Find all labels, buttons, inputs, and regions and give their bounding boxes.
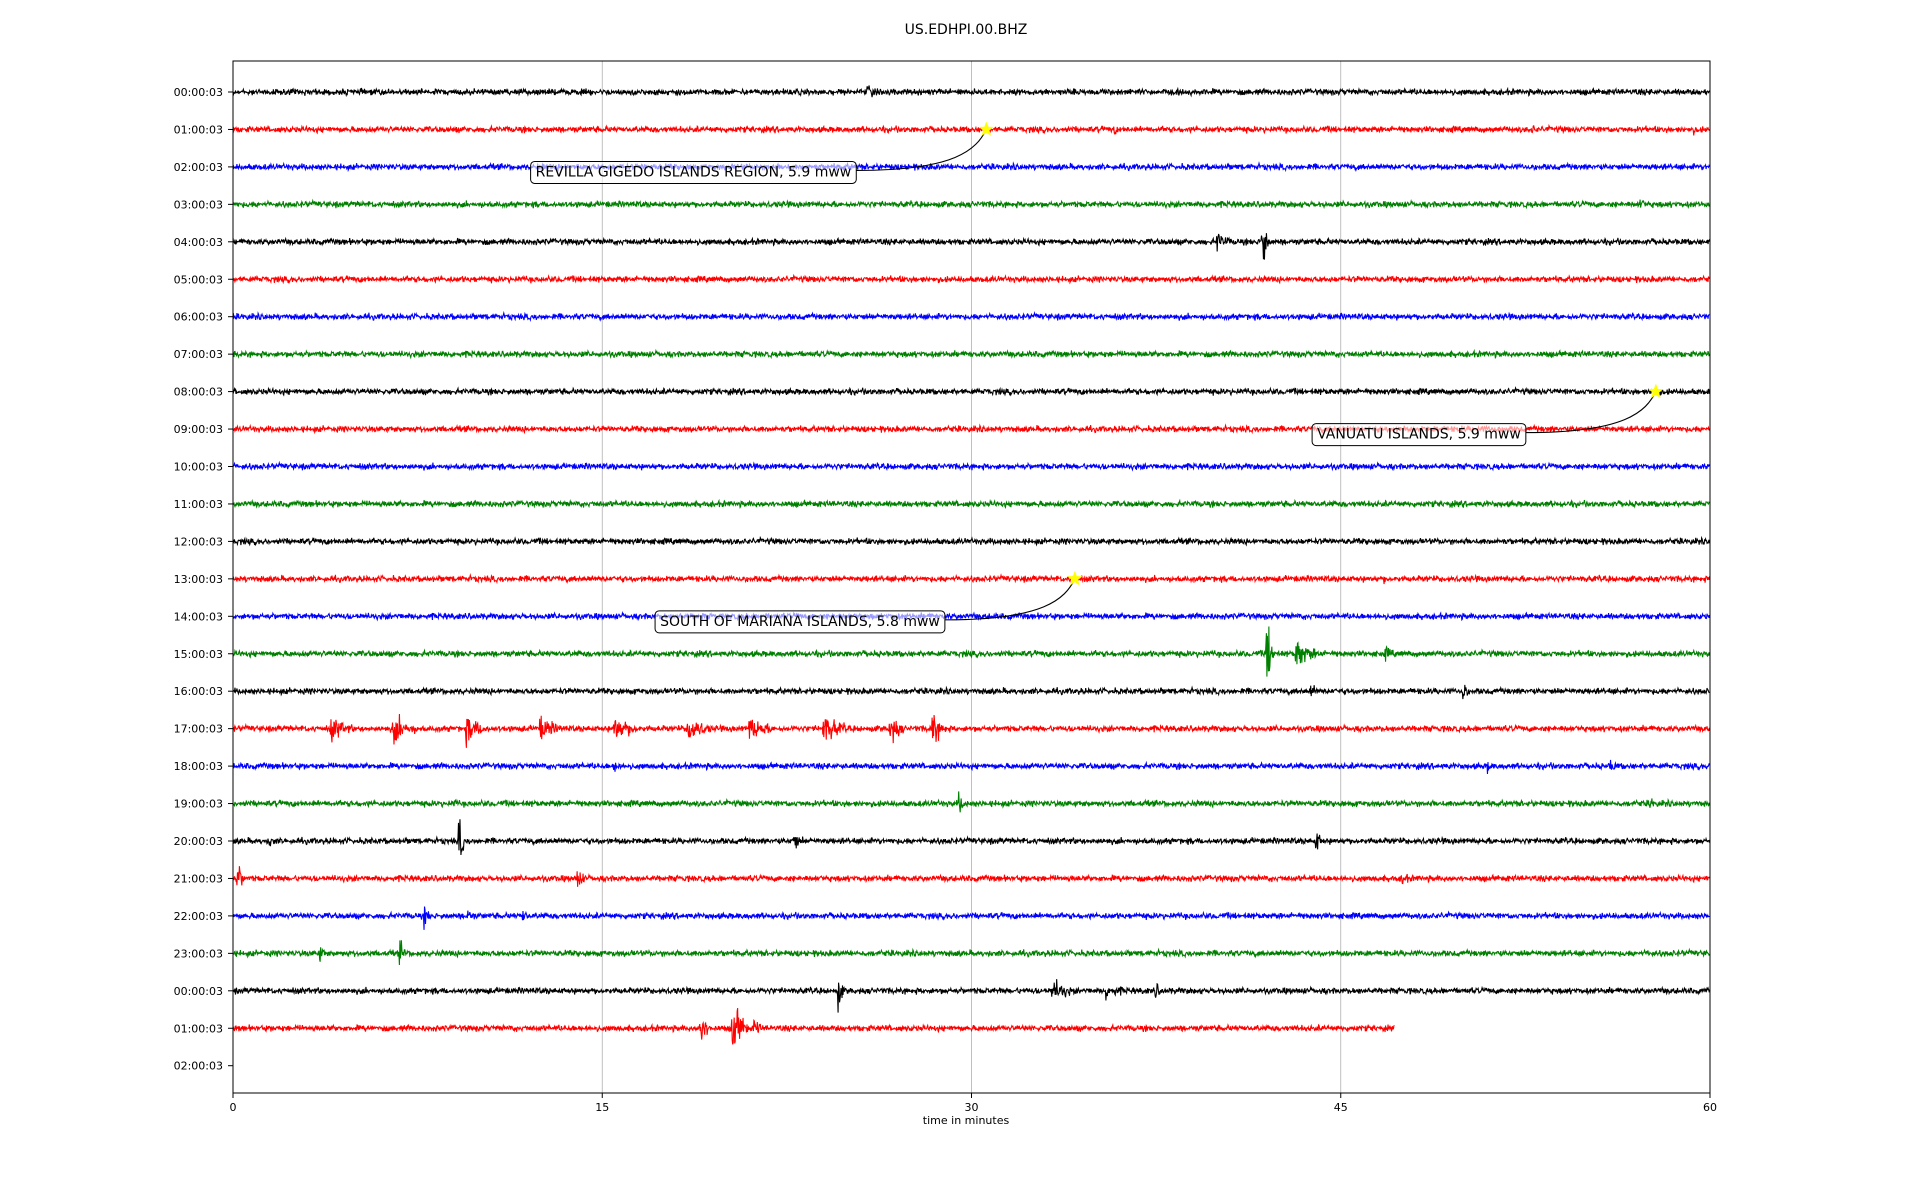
event-connector (1525, 391, 1657, 434)
trace-row-19 (232, 791, 1711, 813)
y-tick-label: 06:00:03 (174, 311, 223, 324)
trace-row-15 (232, 626, 1711, 677)
y-tick-label: 08:00:03 (174, 386, 223, 399)
x-tick-label: 30 (965, 1101, 979, 1114)
y-tick-label: 09:00:03 (174, 423, 223, 436)
y-tick-label: 02:00:03 (174, 161, 223, 174)
y-tick-label: 14:00:03 (174, 610, 223, 623)
trace-row-6 (232, 310, 1710, 322)
trace-row-0 (232, 85, 1711, 98)
y-tick-label: 17:00:03 (174, 723, 223, 736)
trace-row-1 (232, 123, 1710, 136)
chart-title: US.EDHPI.00.BHZ (905, 22, 1028, 38)
y-tick-label: 10:00:03 (174, 461, 223, 474)
event-star-marker (978, 121, 995, 137)
trace-row-25 (232, 1008, 1395, 1045)
trace-row-24 (232, 979, 1711, 1013)
y-tick-label: 15:00:03 (174, 648, 223, 661)
trace-row-8 (232, 386, 1711, 397)
y-tick-label: 04:00:03 (174, 236, 223, 249)
trace-row-22 (232, 906, 1710, 930)
y-tick-label: 05:00:03 (174, 273, 223, 286)
event-annotation: VANUATU ISLANDS, 5.9 mww (1311, 383, 1664, 447)
y-tick-label: 01:00:03 (174, 1022, 223, 1035)
y-tick-label: 01:00:03 (174, 123, 223, 136)
event-label-box (530, 160, 857, 184)
event-label: SOUTH OF MARIANA ISLANDS, 5.8 mww (660, 614, 940, 630)
x-tick-label: 45 (1334, 1101, 1348, 1114)
y-tick-label: 12:00:03 (174, 535, 223, 548)
trace-row-11 (232, 498, 1710, 509)
y-tick-label: 18:00:03 (174, 760, 223, 773)
trace-row-7 (232, 348, 1711, 360)
trace-row-2 (232, 161, 1711, 173)
trace-lines (232, 85, 1711, 1045)
y-tick-label: 19:00:03 (174, 798, 223, 811)
event-label: VANUATU ISLANDS, 5.9 mww (1317, 427, 1521, 443)
y-tick-label: 00:00:03 (174, 985, 223, 998)
event-label-box (654, 610, 946, 634)
y-tick-labels: 00:00:03 01:00:03 02:00:03 03:00:03 04:00:03… (174, 86, 233, 1073)
y-tick-label: 07:00:03 (174, 348, 223, 361)
trace-row-21 (232, 866, 1710, 887)
y-tick-label: 00:00:03 (174, 86, 223, 99)
y-tick-label: 23:00:03 (174, 947, 223, 960)
event-label-box (1311, 423, 1527, 447)
x-tick-label: 0 (230, 1101, 237, 1114)
event-label: REVILLA GIGEDO ISLANDS REGION, 5.9 mww (536, 164, 852, 180)
trace-row-10 (232, 460, 1711, 472)
trace-row-20 (232, 819, 1711, 855)
event-annotations: REVILLA GIGEDO ISLANDS REGION, 5.9 mww VA… (530, 121, 1664, 634)
x-axis-label: time in minutes (923, 1114, 1010, 1127)
trace-row-18 (232, 759, 1711, 775)
y-tick-label: 02:00:03 (174, 1060, 223, 1073)
y-tick-label: 22:00:03 (174, 910, 223, 923)
x-tick-label: 60 (1703, 1101, 1717, 1114)
y-tick-label: 03:00:03 (174, 198, 223, 211)
event-annotation: REVILLA GIGEDO ISLANDS REGION, 5.9 mww (530, 121, 995, 184)
y-tick-label: 13:00:03 (174, 573, 223, 586)
trace-row-3 (232, 198, 1711, 210)
event-connector (856, 129, 987, 171)
trace-row-14 (232, 610, 1711, 622)
x-ticks: 0 15 30 45 60 (230, 1093, 1717, 1114)
trace-row-16 (232, 684, 1710, 700)
trace-row-17 (232, 714, 1711, 748)
y-tick-label: 11:00:03 (174, 498, 223, 511)
event-star-marker (1067, 570, 1083, 586)
y-tick-label: 16:00:03 (174, 685, 223, 698)
trace-row-4 (232, 233, 1711, 260)
event-connector (944, 578, 1076, 621)
trace-row-5 (232, 273, 1710, 285)
y-tick-label: 20:00:03 (174, 835, 223, 848)
y-tick-label: 21:00:03 (174, 872, 223, 885)
trace-row-12 (232, 535, 1711, 547)
event-star-marker (1647, 383, 1664, 399)
x-tick-label: 15 (595, 1101, 609, 1114)
trace-row-23 (232, 940, 1710, 966)
plot-frame (232, 60, 1711, 1094)
event-annotation: SOUTH OF MARIANA ISLANDS, 5.8 mww (654, 570, 1083, 634)
trace-row-13 (232, 573, 1711, 585)
